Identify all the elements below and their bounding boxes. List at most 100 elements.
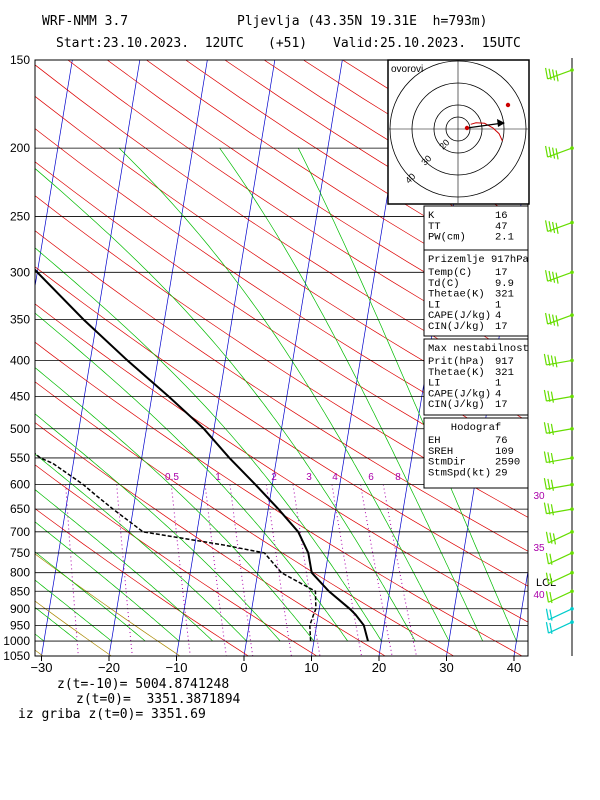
hodograph-box: Hodograf EH 76 SREH 109 StmDir 2590 StmSpd(kt) 2… [423,417,529,489]
wind-barb-dot [570,620,574,624]
wind-barb-staff [546,457,573,464]
pressure-tick-label: 400 [10,353,30,367]
moist-adiabat [35,489,213,642]
max-instability-box-value: 17 [495,399,508,411]
max-instability-box-key: CIN(J/kg) [428,399,485,411]
storm-motion-vector [466,122,504,129]
mixing-ratio-line [170,484,191,656]
wind-barb-feather [547,503,551,515]
moist-adiabat [35,453,247,642]
indices-box-key: K [428,210,435,222]
wind-barb-feather [545,591,550,603]
moist-adiabat-label: 35 [533,543,545,554]
surface-box-title: Prizemlje 917hPa [428,254,529,266]
wind-barb-dot [570,313,574,317]
wind-barb-feather [543,502,547,514]
wind-barb [545,620,574,635]
wind-barb-feather [550,479,554,491]
wind-barb-dot [570,507,574,511]
surface-box-value: 4 [495,310,501,322]
max-instability-box-value: 4 [495,388,501,400]
moist-adiabat [35,521,180,642]
hodograph-box-value: 76 [495,435,508,447]
wind-barb-feather [549,532,553,544]
z-minus10-line: z(t=-10)= 5004.8741248 [57,677,230,692]
wind-barb [545,589,574,604]
pressure-tick-label: 250 [10,209,30,223]
wind-barb-dot [570,68,574,72]
max-instability-box-key: LI [428,378,441,390]
mixing-ratio-line [382,484,417,656]
wind-barb-feather [550,452,554,465]
dewpoint-profile-line [35,452,317,642]
max-instability-box-title: Max nestabilnost [428,343,529,355]
hodograph-start-point [464,125,470,131]
surface-box-value: 17 [495,267,508,279]
wind-barb-staff [546,484,573,490]
wind-barb-feather [551,147,556,159]
wind-barb [545,530,574,545]
wind-barb-staff [546,508,573,515]
pressure-tick-label: 1000 [3,634,30,648]
wind-barb-feather [547,478,551,491]
isotherm [0,60,5,656]
wind-barb-staff [548,590,573,603]
max-instability-box-value: 321 [495,367,514,379]
wind-barb [543,422,574,435]
hodograph-end-point [505,102,511,108]
wind-barb [543,389,574,403]
mixing-ratio-label: 4 [332,472,338,483]
wind-barb-feather [548,270,552,283]
wind-barb-dot [570,589,574,594]
wind-barb [544,270,574,284]
surface-box-key: Td(C) [428,278,460,290]
x-tick-label: 30 [439,660,453,675]
wind-barb-feather [548,68,552,80]
x-tick-label: 40 [507,660,521,675]
wind-barb-feather [544,312,549,325]
skew-t-diagram: 1502002503003504004505005506006507007508… [0,53,574,675]
wind-barb-feather [545,572,550,584]
z-zero-line: z(t=0)= 3351.3871894 [76,692,241,707]
pressure-tick-label: 150 [10,53,30,67]
wind-barb [543,353,574,368]
hodograph-title: ovorovi [391,64,423,75]
surface-box-key: CIN(J/kg) [428,321,485,333]
pressure-tick-label: 200 [10,141,30,155]
wind-barb-dot [570,426,574,431]
surface-box-value: 321 [495,289,514,301]
hodograph-box-frame [423,417,529,489]
hodograph-box-value: 2590 [495,457,520,469]
wind-barb [544,67,574,82]
surface-box-key: CAPE(J/kg) [428,310,491,322]
max-instability-box-value: 917 [495,356,514,368]
wind-barb-feather [549,553,553,565]
wind-barb-feather [551,314,556,326]
surface-box-key: Thetae(K) [428,289,485,301]
mixing-ratio-label: 3 [306,472,312,483]
wind-barb-feather [549,591,553,604]
wind-barb-feather [545,552,550,565]
wind-barb-feather [550,391,554,403]
x-tick-label: −30 [30,660,52,675]
wind-barb-feather [550,423,554,435]
wind-barb-feather [549,622,553,635]
mixing-ratio-line [292,484,321,656]
wind-barb [545,570,574,585]
wind-barb-feather [543,353,547,366]
mixing-ratio-line [265,484,292,656]
wind-barb [545,551,574,565]
surface-box-value: 1 [495,299,501,311]
wind-barb-staff [548,572,573,585]
mixing-ratio-label: 0.5 [165,472,179,483]
isotherm [176,60,276,656]
wind-barb-feather [549,573,553,585]
wind-barb-dot [570,570,574,575]
wind-barb-feather [547,390,551,402]
surface-box-value: 17 [495,321,508,333]
wind-barb-feather [547,452,551,464]
moist-adiabat [35,247,382,642]
x-tick-label: 10 [304,660,318,675]
wind-barb-feather [554,356,558,368]
